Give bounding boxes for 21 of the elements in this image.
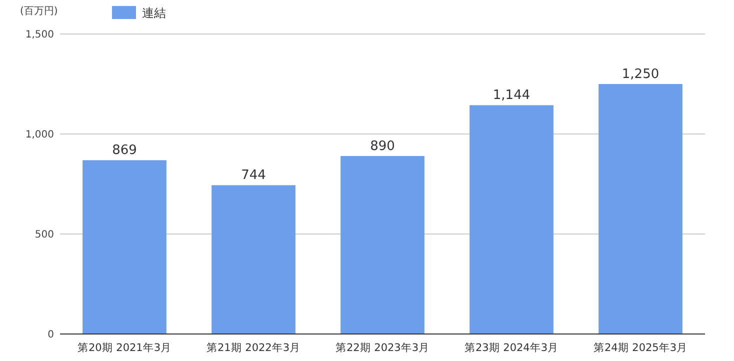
x-tick-label: 第24期 2025年3月 bbox=[593, 342, 688, 354]
x-tick-label: 第21期 2022年3月 bbox=[206, 342, 301, 354]
y-axis-title: (百万円) bbox=[20, 6, 58, 17]
legend-label: 連結 bbox=[142, 6, 166, 20]
bar bbox=[470, 105, 554, 334]
y-tick-label: 1,000 bbox=[25, 130, 54, 140]
data-label: 869 bbox=[112, 143, 137, 158]
x-tick-label: 第22期 2023年3月 bbox=[335, 342, 430, 354]
y-tick-label: 500 bbox=[34, 230, 54, 240]
y-tick-label: 1,500 bbox=[25, 30, 54, 40]
data-label: 1,250 bbox=[622, 67, 660, 82]
data-label: 744 bbox=[241, 168, 266, 184]
bar bbox=[598, 84, 682, 334]
x-tick-label: 第20期 2021年3月 bbox=[77, 342, 172, 354]
x-tick-label: 第23期 2024年3月 bbox=[464, 342, 559, 354]
y-tick-label: 0 bbox=[48, 330, 54, 340]
bar bbox=[82, 160, 166, 334]
data-label: 1,144 bbox=[492, 88, 530, 104]
data-label: 890 bbox=[370, 139, 395, 154]
bar bbox=[212, 185, 296, 334]
bar bbox=[340, 156, 424, 334]
